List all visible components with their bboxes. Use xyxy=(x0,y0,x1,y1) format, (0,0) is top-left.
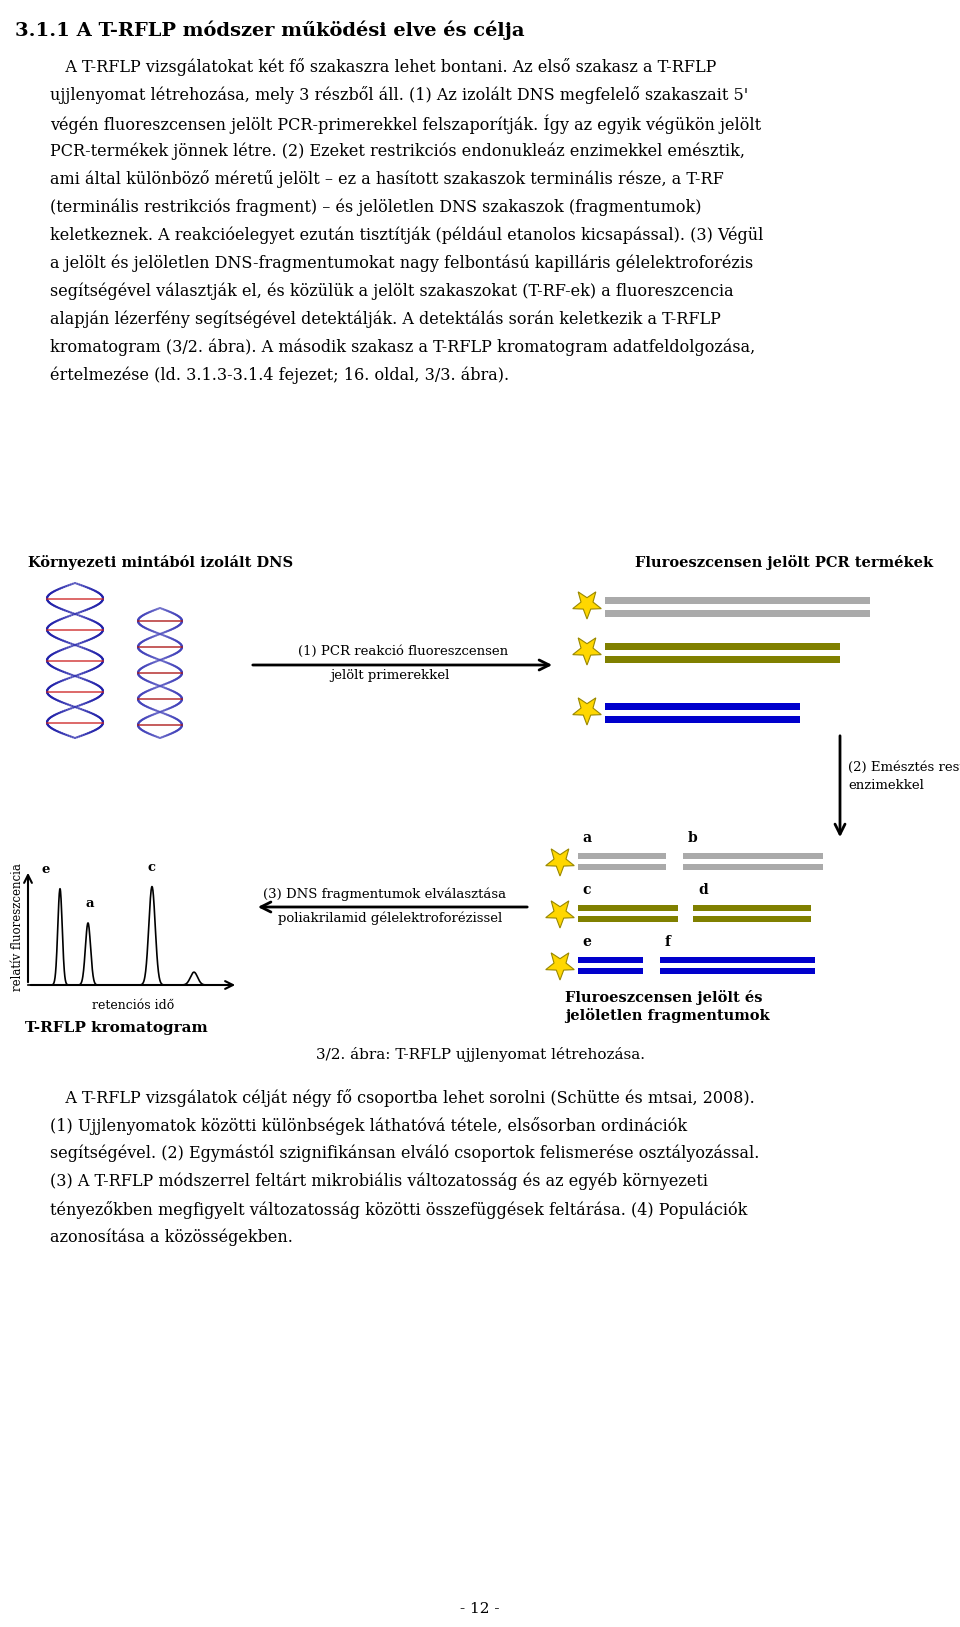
Text: (2) Emésztés restrikciós: (2) Emésztés restrikciós xyxy=(848,761,960,774)
Text: (3) A T-RFLP módszerrel feltárt mikrobiális változatosság és az egyéb környezeti: (3) A T-RFLP módszerrel feltárt mikrobiá… xyxy=(50,1173,708,1191)
Bar xyxy=(578,968,643,975)
Polygon shape xyxy=(545,953,574,979)
Bar xyxy=(660,968,815,975)
Text: 3/2. ábra: T-RFLP ujjlenyomat létrehozása.: 3/2. ábra: T-RFLP ujjlenyomat létrehozás… xyxy=(316,1048,644,1062)
Text: jelölt primerekkel: jelölt primerekkel xyxy=(330,669,449,682)
Text: 3.1.1 A T-RFLP módszer működési elve és célja: 3.1.1 A T-RFLP módszer működési elve és … xyxy=(15,20,524,39)
Text: ujjlenyomat létrehozása, mely 3 részből áll. (1) Az izolált DNS megfelelő szakas: ujjlenyomat létrehozása, mely 3 részből … xyxy=(50,86,748,104)
Text: alapján lézerfény segítségével detektálják. A detektálás során keletkezik a T-RF: alapján lézerfény segítségével detektálj… xyxy=(50,311,721,327)
Bar xyxy=(605,610,870,617)
Bar xyxy=(660,957,815,963)
Bar xyxy=(605,643,840,651)
Text: poliakrilamid gélelektroforézissel: poliakrilamid gélelektroforézissel xyxy=(278,911,502,924)
Text: (3) DNS fragmentumok elválasztása: (3) DNS fragmentumok elválasztása xyxy=(263,887,506,900)
Text: a: a xyxy=(582,831,591,844)
Bar xyxy=(578,905,678,911)
Bar xyxy=(693,905,811,911)
Polygon shape xyxy=(573,638,601,665)
Bar xyxy=(693,916,811,923)
Text: PCR-termékek jönnek létre. (2) Ezeket restrikciós endonukleáz enzimekkel emészti: PCR-termékek jönnek létre. (2) Ezeket re… xyxy=(50,142,745,159)
Text: értelmezése (ld. 3.1.3-3.1.4 fejezet; 16. oldal, 3/3. ábra).: értelmezése (ld. 3.1.3-3.1.4 fejezet; 16… xyxy=(50,366,509,384)
Polygon shape xyxy=(545,849,574,875)
Text: c: c xyxy=(582,883,590,896)
Text: T-RFLP kromatogram: T-RFLP kromatogram xyxy=(25,1022,207,1035)
Text: Környezeti mintából izolált DNS: Környezeti mintából izolált DNS xyxy=(28,555,293,569)
Bar xyxy=(605,597,870,604)
Text: a: a xyxy=(85,896,94,909)
Polygon shape xyxy=(545,901,574,927)
Bar xyxy=(578,916,678,923)
Text: (1) PCR reakció fluoreszcensen: (1) PCR reakció fluoreszcensen xyxy=(298,644,508,657)
Text: A T-RFLP vizsgálatokat két fő szakaszra lehet bontani. Az első szakasz a T-RFLP: A T-RFLP vizsgálatokat két fő szakaszra … xyxy=(50,59,716,76)
Text: ami által különböző méretű jelölt – ez a hasított szakaszok terminális része, a : ami által különböző méretű jelölt – ez a… xyxy=(50,169,724,189)
Text: f: f xyxy=(665,936,671,949)
Text: jelöletlen fragmentumok: jelöletlen fragmentumok xyxy=(565,1009,770,1023)
Polygon shape xyxy=(573,592,601,618)
Text: b: b xyxy=(688,831,698,844)
Bar xyxy=(683,853,823,859)
Bar xyxy=(578,864,666,870)
Text: (1) Ujjlenyomatok közötti különbségek láthatóvá tétele, elsősorban ordinációk: (1) Ujjlenyomatok közötti különbségek lá… xyxy=(50,1118,687,1136)
Text: segítségével választják el, és közülük a jelölt szakaszokat (T-RF-ek) a fluoresz: segítségével választják el, és közülük a… xyxy=(50,281,733,299)
Bar xyxy=(578,957,643,963)
Text: - 12 -: - 12 - xyxy=(460,1603,500,1616)
Text: Fluroeszcensen jelölt PCR termékek: Fluroeszcensen jelölt PCR termékek xyxy=(635,555,933,569)
Text: c: c xyxy=(148,861,156,874)
Text: a jelölt és jelöletlen DNS-fragmentumokat nagy felbontású kapilláris gélelektrof: a jelölt és jelöletlen DNS-fragmentumoka… xyxy=(50,254,754,272)
Bar xyxy=(578,853,666,859)
Bar xyxy=(605,656,840,662)
Text: Fluroeszcensen jelölt és: Fluroeszcensen jelölt és xyxy=(565,989,762,1005)
Text: végén fluoreszcensen jelölt PCR-primerekkel felszaporítják. Így az egyik végükön: végén fluoreszcensen jelölt PCR-primerek… xyxy=(50,114,761,133)
Text: d: d xyxy=(698,883,708,896)
Text: azonosítása a közösségekben.: azonosítása a közösségekben. xyxy=(50,1228,293,1246)
Bar xyxy=(683,864,823,870)
Text: kromatogram (3/2. ábra). A második szakasz a T-RFLP kromatogram adatfeldolgozása: kromatogram (3/2. ábra). A második szaka… xyxy=(50,338,756,356)
Polygon shape xyxy=(573,698,601,726)
Text: retenciós idő: retenciós idő xyxy=(92,999,174,1012)
Text: e: e xyxy=(582,936,590,949)
Text: relatív fluoreszcencia: relatív fluoreszcencia xyxy=(12,864,25,991)
Text: keletkeznek. A reakcióelegyet ezután tisztítják (például etanolos kicsapással). : keletkeznek. A reakcióelegyet ezután tis… xyxy=(50,226,763,244)
Bar xyxy=(605,716,800,722)
Text: (terminális restrikciós fragment) – és jelöletlen DNS szakaszok (fragmentumok): (terminális restrikciós fragment) – és j… xyxy=(50,198,702,215)
Text: A T-RFLP vizsgálatok célját négy fő csoportba lehet sorolni (Schütte és mtsai, 2: A T-RFLP vizsgálatok célját négy fő csop… xyxy=(50,1088,755,1106)
Text: e: e xyxy=(42,862,50,875)
Bar xyxy=(605,703,800,709)
Text: enzimekkel: enzimekkel xyxy=(848,779,924,792)
Text: tényezőkben megfigyelt változatosság közötti összefüggések feltárása. (4) Populá: tényezőkben megfigyelt változatosság köz… xyxy=(50,1201,748,1219)
Text: segítségével. (2) Egymástól szignifikánsan elváló csoportok felismerése osztályo: segítségével. (2) Egymástól szignifikáns… xyxy=(50,1145,759,1163)
